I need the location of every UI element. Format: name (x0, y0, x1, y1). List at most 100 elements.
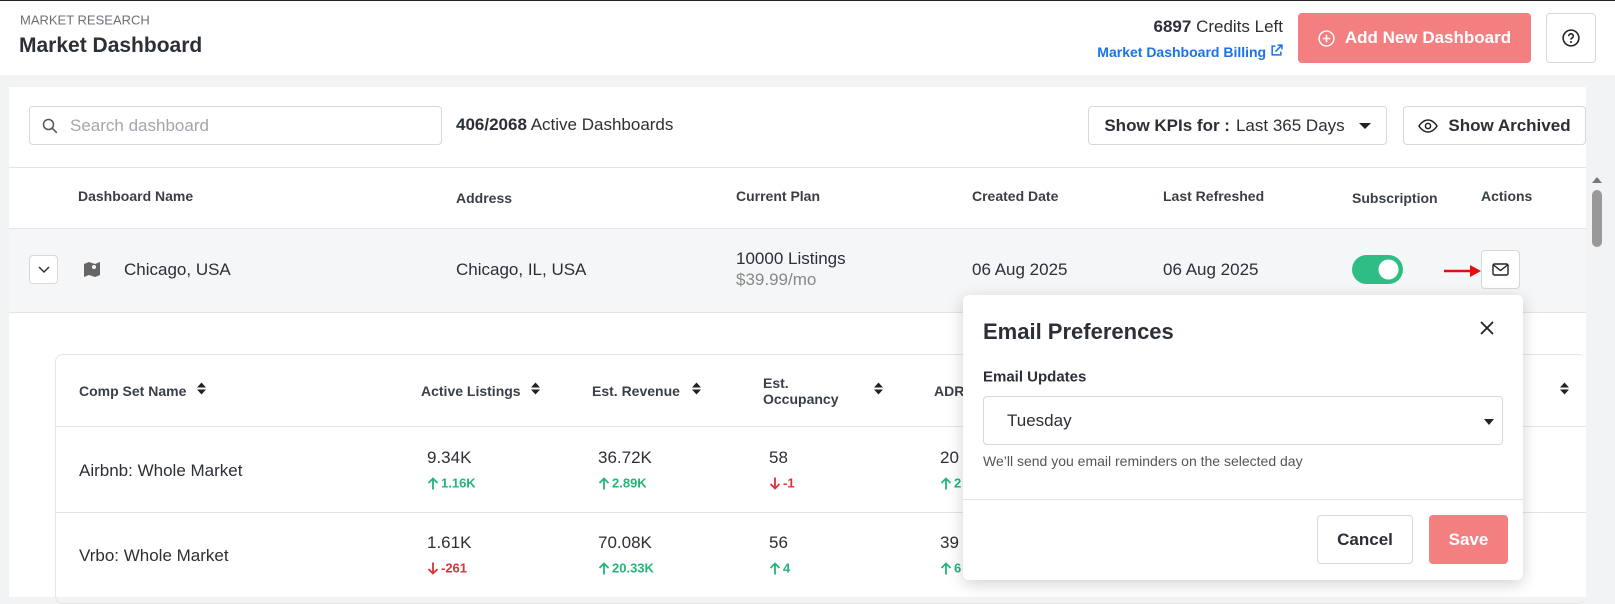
metric-value: 1.61K (427, 533, 472, 552)
chevron (37, 265, 50, 273)
active-label: Active Dashboards (530, 115, 674, 134)
change-arrow (427, 476, 439, 489)
subscription-toggle[interactable] (1352, 255, 1403, 284)
eyebrow: MARKET RESEARCH (20, 12, 150, 28)
day-select[interactable]: Tuesday (983, 396, 1503, 445)
add-label: Add New Dashboard (1344, 28, 1512, 47)
change-arrow (940, 561, 952, 574)
select-caret (1484, 419, 1494, 425)
external-icon (1271, 44, 1283, 56)
column-header: Actions (1481, 188, 1533, 204)
change-arrow (769, 561, 781, 574)
column-header: Subscription (1352, 190, 1438, 206)
sort-icon[interactable] (531, 382, 540, 401)
close-button[interactable] (1480, 321, 1494, 335)
divider (9, 167, 1586, 168)
column-header: Created Date (972, 188, 1059, 204)
column-header: Current Plan (736, 188, 821, 204)
change-arrow (940, 476, 952, 489)
search-icon (42, 118, 58, 133)
mail-icon (1492, 263, 1509, 276)
compset-name: Vrbo: Whole Market (79, 546, 229, 565)
change-value: 20.33K (612, 560, 654, 576)
metric-value: 39 (940, 533, 959, 552)
change-value: 2.89K (612, 475, 647, 491)
plus-icon (1318, 29, 1335, 47)
sort-icon[interactable] (874, 382, 883, 401)
compset-header: ADR (934, 383, 965, 399)
compset-header: Comp Set Name (79, 383, 187, 399)
sort-icon[interactable] (1560, 382, 1569, 401)
metric-change: 4 (769, 561, 790, 576)
row-divider (55, 426, 1586, 427)
change-arrow (427, 562, 439, 575)
change-arrow (769, 477, 781, 490)
dashboard-name: Chicago, USA (124, 260, 231, 279)
metric-change: 2.89K (598, 476, 647, 491)
search-placeholder: Search dashboard (70, 115, 209, 135)
metric-value: 56 (769, 533, 788, 552)
change-value: -1 (783, 475, 795, 491)
selected-day: Tuesday (1007, 410, 1072, 430)
field-label: Email Updates (983, 368, 1087, 386)
metric-value: 20 (940, 448, 959, 467)
add-dashboard-button[interactable]: Add New Dashboard (1298, 13, 1531, 63)
created-date: 06 Aug 2025 (972, 260, 1068, 279)
change-value: 2 (954, 475, 962, 491)
metric-value: 9.34K (427, 448, 472, 467)
popup-title: Email Preferences (983, 319, 1174, 344)
compset-header: Est. Revenue (592, 383, 680, 399)
sort-arrows (874, 382, 883, 395)
metric-change: 6 (940, 561, 961, 576)
expand-button[interactable] (29, 255, 58, 284)
credits-count: 6897 (1153, 17, 1192, 36)
email-button[interactable] (1481, 250, 1520, 289)
sort-icon[interactable] (692, 382, 701, 401)
metric-change: 20.33K (598, 561, 654, 576)
kpi-value: Last 365 Days (1235, 115, 1345, 135)
plan-price: $39.99/mo (736, 270, 817, 289)
change-value: 4 (783, 560, 791, 576)
column-header: Dashboard Name (78, 188, 194, 204)
metric-change: -1 (769, 476, 795, 491)
change-value: 1.16K (441, 475, 476, 491)
metric-value: 36.72K (598, 448, 652, 467)
save-button[interactable]: Save (1429, 515, 1508, 564)
billing-link[interactable]: Market Dashboard Billing (1097, 44, 1283, 60)
email-popup: Email Preferences Email Updates Tuesday … (963, 295, 1523, 580)
cancel-button[interactable]: Cancel (1317, 515, 1413, 564)
sort-arrows (197, 382, 206, 395)
scroll-ui (1592, 177, 1602, 247)
change-value: 6 (954, 560, 962, 576)
billing-text: Market Dashboard Billing (1097, 44, 1267, 60)
show-archived-button[interactable]: Show Archived (1403, 106, 1586, 145)
sort-icon[interactable] (197, 382, 206, 401)
metric-value: 70.08K (598, 533, 652, 552)
change-value: -261 (441, 560, 468, 576)
scrollbar[interactable] (1590, 175, 1604, 590)
address: Chicago, IL, USA (456, 260, 587, 279)
kpi-label: Show KPIs for : (1104, 115, 1230, 135)
compset-name: Airbnb: Whole Market (79, 461, 243, 480)
search-input[interactable]: Search dashboard (29, 106, 442, 145)
sort-arrows (1560, 382, 1569, 395)
page-title: Market Dashboard (19, 34, 203, 57)
plan-listings: 10000 Listings (736, 249, 846, 268)
compset-header: Active Listings (421, 383, 521, 399)
help-button[interactable] (1546, 13, 1596, 63)
metric-change: -261 (427, 561, 467, 576)
map-icon (84, 262, 100, 277)
column-header: Last Refreshed (1163, 188, 1265, 204)
kpi-dropdown[interactable]: Show KPIs for : Last 365 Days (1088, 106, 1387, 145)
column-header: Address (456, 190, 513, 206)
pointer-arrow (1444, 265, 1481, 277)
credits: 6897 Credits Left (1154, 17, 1284, 37)
metric-value: 58 (769, 448, 788, 467)
credits-label: Credits Left (1196, 17, 1283, 36)
eye-icon (1418, 118, 1439, 133)
sort-arrows (531, 382, 540, 395)
active-count: 406/2068 Active Dashboards (456, 115, 673, 135)
metric-change: 2 (940, 476, 961, 491)
sort-arrows (692, 382, 701, 395)
